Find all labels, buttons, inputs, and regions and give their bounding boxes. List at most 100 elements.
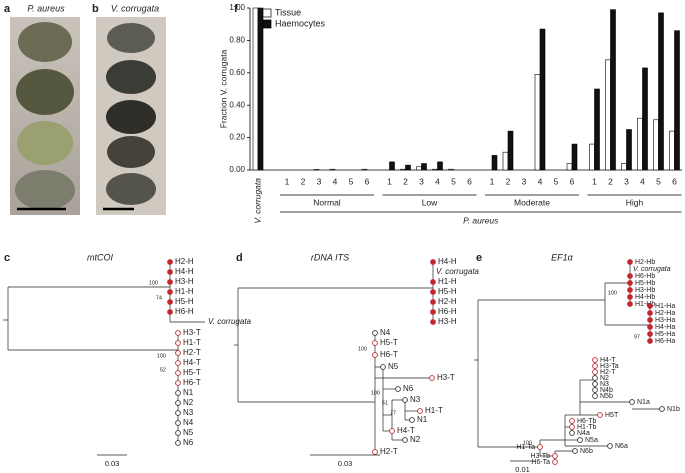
leaf-label: H3-Ha [655,317,675,324]
leaf-label: V. corrugata [436,267,480,276]
leaf-marker [167,279,173,285]
leaf-marker [430,259,436,265]
leaf-marker [175,370,181,376]
support-value: 100 [149,280,158,286]
bar [637,117,643,171]
leaf-marker [175,440,181,446]
leaf-marker [607,443,613,449]
leaf-marker [647,331,653,337]
leaf-label: N1 [183,388,194,397]
x-tick-label: 5 [554,176,559,186]
leaf-label: N3 [410,395,421,404]
leaf-label: H1-Tb [577,424,597,431]
leaf-marker [430,289,436,295]
leaf-marker [629,399,635,405]
leaf-label: H2-H [438,297,457,306]
leaf-marker [175,330,181,336]
x-tick-label: 2 [506,176,511,186]
leaf-marker [167,259,173,265]
bar [653,119,659,171]
legend-swatch [262,8,272,18]
leaf-label: H5-T [380,338,398,347]
y-tick-label: 0.20 [229,133,245,142]
bar [658,12,664,171]
support-value: 100 [523,440,532,446]
bar [421,163,427,171]
leaf-marker [597,412,603,418]
bar [571,143,578,171]
leaf-label: H3-H [175,277,194,286]
y-tick-label: 0.40 [229,100,245,109]
leaf-marker [627,301,633,307]
leaf-marker [592,375,598,381]
leaf-marker [417,408,423,414]
leaf-marker [175,400,181,406]
leaf-marker [175,430,181,436]
leaf-marker [627,273,633,279]
bar [389,161,395,171]
leaf-marker [569,418,575,424]
leaf-marker [175,360,181,366]
group-label: Moderate [514,197,550,207]
y-tick-label: 1.00 [229,3,245,12]
leaf-marker [372,352,378,358]
leaf-label: H2-T [380,447,398,456]
leaf-marker [389,428,395,434]
x-tick-label: V. corrugata [252,178,262,224]
leaf-marker [402,397,408,403]
leaf-marker [627,287,633,293]
leaf-marker [175,340,181,346]
leaf-marker [627,259,633,265]
panel-title: EF1α [551,252,574,262]
leaf-marker [167,309,173,315]
leaf-label: H6-T [380,350,398,359]
group-title: P. aureus [463,215,499,225]
support-value: 100 [157,353,166,359]
leaf-label: H3-Ta [600,363,619,370]
leaf-label: V. corrugata [208,317,252,326]
y-tick-label: 0.60 [229,68,245,77]
leaf-label: H2-H [175,257,194,266]
x-tick-label: 1 [285,176,290,186]
bar [257,7,264,171]
panel-label: b [92,3,99,15]
bar [594,88,600,171]
leaf-label: H1-T [425,406,443,415]
leaf-marker [592,363,598,369]
leaf-label: H3-Tb [531,453,551,460]
bar [491,155,498,171]
leaf-label: H3-T [437,373,455,382]
leaf-label: H2-T [183,348,201,357]
x-tick-label: 6 [365,176,370,186]
legend-swatch [262,19,272,29]
bar [432,168,438,171]
leaf-label: N2 [600,375,609,382]
support-value: 74 [156,295,162,301]
leaf-label: H6-H [175,307,194,316]
bar [621,163,627,171]
leaf-marker [592,357,598,363]
leaf-marker [402,437,408,443]
leaf-marker [167,299,173,305]
panel-title: P. aureus [27,3,65,13]
group-label: High [626,197,644,207]
leaf-label: N6a [615,443,628,450]
leaf-label: H6-T [183,378,201,387]
leaf-label: N5a [585,437,598,444]
x-tick-label: 5 [349,176,354,186]
y-tick-label: 0.80 [229,36,245,45]
leaf-label: H4-Ha [655,324,675,331]
leaf-label: H6-Tb [577,418,597,425]
leaf-label: H6-Ha [655,338,675,345]
leaf-label: H6-H [438,307,457,316]
leaf-marker [175,420,181,426]
bar [361,168,368,171]
leaf-label: N3 [183,408,194,417]
leaf-marker [592,387,598,393]
leaf-marker [175,390,181,396]
leaf-marker [175,380,181,386]
support-value: 51 [382,400,388,406]
leaf-label: N5 [388,362,399,371]
x-tick-label: 5 [451,176,456,186]
